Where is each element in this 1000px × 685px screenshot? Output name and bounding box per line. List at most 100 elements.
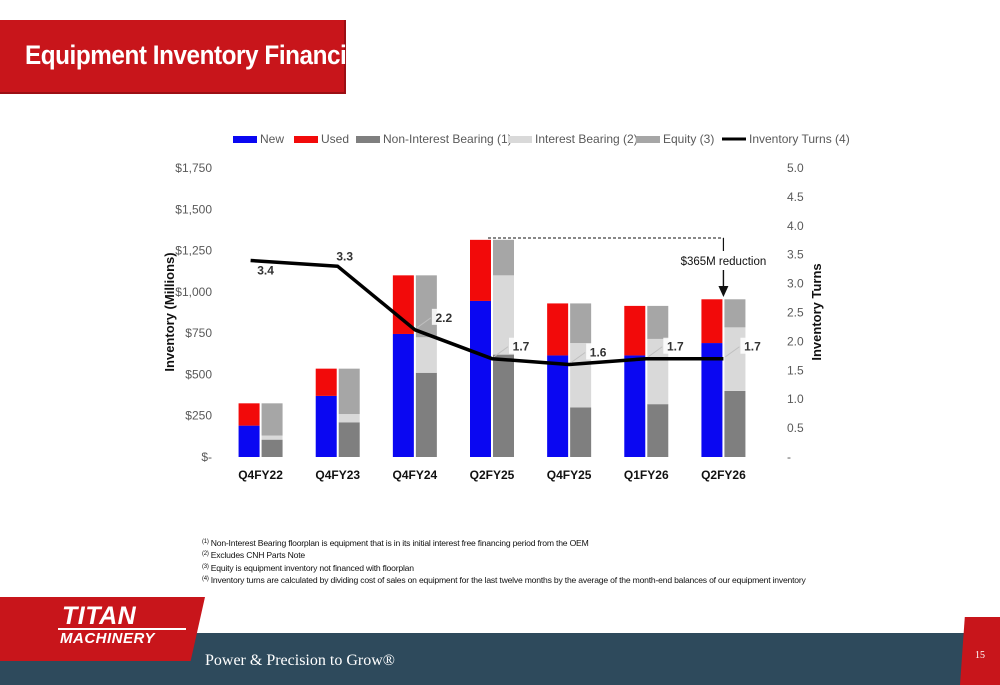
bar-used-q4fy24: [392, 275, 414, 334]
bar-interest-bearing-2--q1fy26: [647, 338, 669, 405]
y-right-tick-label: 1.0: [787, 392, 804, 406]
y-right-tick-label: 3.0: [787, 277, 804, 291]
tagline: Power & Precision to Grow®: [205, 652, 395, 669]
line-label-leader: [416, 317, 432, 329]
legend-swatch-equity-3-: [636, 136, 660, 143]
y-left-tick-label: $1,250: [175, 244, 212, 258]
legend-label-equity-3-: Equity (3): [663, 132, 714, 146]
y-left-tick-label: $1,500: [175, 202, 212, 216]
line-data-label: 3.4: [257, 263, 274, 277]
y-right-tick-label: 5.0: [787, 161, 804, 175]
legend-swatch-non-interest-bearing-1-: [356, 136, 380, 143]
line-data-label: 1.7: [667, 340, 684, 354]
legend-label-interest-bearing-2-: Interest Bearing (2): [535, 132, 638, 146]
footnote-2: (2) Excludes CNH Parts Note: [202, 550, 305, 561]
x-category-label: Q2FY26: [701, 468, 746, 482]
bar-used-q4fy22: [238, 403, 260, 426]
x-category-label: Q4FY25: [547, 468, 592, 482]
y-right-tick-label: 0.5: [787, 421, 804, 435]
title-banner: [0, 20, 346, 94]
y-left-tick-label: $500: [185, 367, 212, 381]
line-label-backdrop: [740, 337, 765, 354]
line-data-label: 1.7: [744, 340, 761, 354]
legend-swatch-new: [233, 136, 257, 143]
line-label-leader: [570, 352, 586, 363]
bar-new-q2fy25: [470, 300, 491, 457]
y-left-tick-label: $1,000: [175, 285, 212, 299]
footnote-3: (3) Equity is equipment inventory not fin…: [202, 562, 414, 573]
bar-used-q1fy26: [624, 305, 646, 356]
bar-interest-bearing-2--q4fy23: [338, 414, 360, 423]
logo-text-machinery: MACHINERY: [60, 630, 156, 647]
x-category-label: Q4FY22: [238, 468, 283, 482]
line-inventory-turns: [250, 258, 724, 367]
annotation-label: $365M reduction: [681, 256, 767, 268]
line-data-label: 3.3: [336, 249, 353, 263]
legend-label-non-interest-bearing-1-: Non-Interest Bearing (1): [383, 132, 512, 146]
bar-interest-bearing-2--q4fy24: [415, 337, 437, 373]
bar-new-q4fy22: [238, 425, 260, 457]
y-right-tick-label: 4.5: [787, 190, 804, 204]
footnote-1: (1) Non-Interest Bearing floorplan is equ…: [202, 538, 589, 548]
bar-non-interest-bearing-1--q2fy26: [724, 390, 746, 457]
x-category-label: Q2FY25: [470, 468, 515, 482]
y-left-axis-title: Inventory (Millions): [162, 252, 177, 371]
line-label-backdrop: [586, 343, 611, 360]
page-number: 15: [975, 650, 985, 661]
line-label-leader: [647, 346, 663, 358]
bar-interest-bearing-2--q2fy25: [493, 275, 514, 355]
bar-used-q4fy25: [547, 303, 569, 356]
bar-equity-3--q4fy22: [261, 403, 283, 436]
bar-used-q2fy26: [701, 299, 723, 344]
bar-equity-3--q2fy25: [493, 239, 514, 276]
y-left-tick-label: $250: [185, 409, 212, 423]
bar-new-q4fy24: [392, 333, 414, 457]
bar-used-q4fy23: [315, 368, 337, 396]
y-right-tick-label: 1.5: [787, 363, 804, 377]
line-data-label: 1.6: [590, 346, 607, 360]
bar-equity-3--q2fy26: [724, 299, 746, 328]
y-right-axis-title: Inventory Turns: [809, 263, 824, 360]
x-category-label: Q4FY24: [393, 468, 438, 482]
logo-divider: [58, 628, 186, 630]
page-number-tab: [960, 617, 1000, 685]
bar-interest-bearing-2--q2fy26: [724, 327, 746, 391]
bar-new-q1fy26: [624, 355, 646, 457]
bar-new-q4fy25: [547, 355, 569, 457]
line-data-label: 2.2: [436, 311, 453, 325]
y-right-tick-label: 2.0: [787, 334, 804, 348]
bar-non-interest-bearing-1--q4fy25: [570, 407, 592, 457]
bar-equity-3--q4fy23: [338, 368, 360, 415]
line-label-backdrop: [509, 337, 533, 354]
legend-label-inventory-turns-4-: Inventory Turns (4): [749, 132, 850, 146]
x-category-label: Q4FY23: [315, 468, 360, 482]
y-left-tick-label: $750: [185, 326, 212, 340]
bar-non-interest-bearing-1--q4fy22: [261, 439, 283, 457]
bar-equity-3--q4fy25: [570, 303, 592, 344]
bar-equity-3--q1fy26: [647, 305, 669, 339]
bar-new-q2fy26: [701, 343, 723, 457]
legend-swatch-used: [294, 136, 318, 143]
line-label-leader: [725, 346, 740, 358]
slide-title: Equipment Inventory Financing: [25, 40, 376, 70]
line-data-label: 1.7: [513, 340, 530, 354]
y-right-tick-label: -: [787, 450, 791, 464]
annotation-arrow-head: [718, 286, 729, 297]
bar-non-interest-bearing-1--q4fy24: [415, 372, 437, 457]
y-right-tick-label: 3.5: [787, 248, 804, 262]
bar-used-q2fy25: [470, 239, 491, 301]
line-label-backdrop: [431, 308, 456, 325]
y-left-tick-label: $1,750: [175, 161, 212, 175]
bar-non-interest-bearing-1--q4fy23: [338, 422, 360, 457]
bar-new-q4fy23: [315, 395, 337, 457]
legend-label-new: New: [260, 132, 284, 146]
bar-non-interest-bearing-1--q2fy25: [493, 354, 514, 457]
footnote-4: (4) Inventory turns are calculated by div…: [202, 574, 806, 585]
bar-interest-bearing-2--q4fy22: [261, 435, 283, 440]
bar-equity-3--q4fy24: [415, 275, 437, 338]
bar-non-interest-bearing-1--q1fy26: [647, 404, 669, 457]
legend-label-used: Used: [321, 132, 349, 146]
x-category-label: Q1FY26: [624, 468, 669, 482]
y-right-tick-label: 4.0: [787, 219, 804, 233]
line-label-backdrop: [663, 337, 688, 354]
